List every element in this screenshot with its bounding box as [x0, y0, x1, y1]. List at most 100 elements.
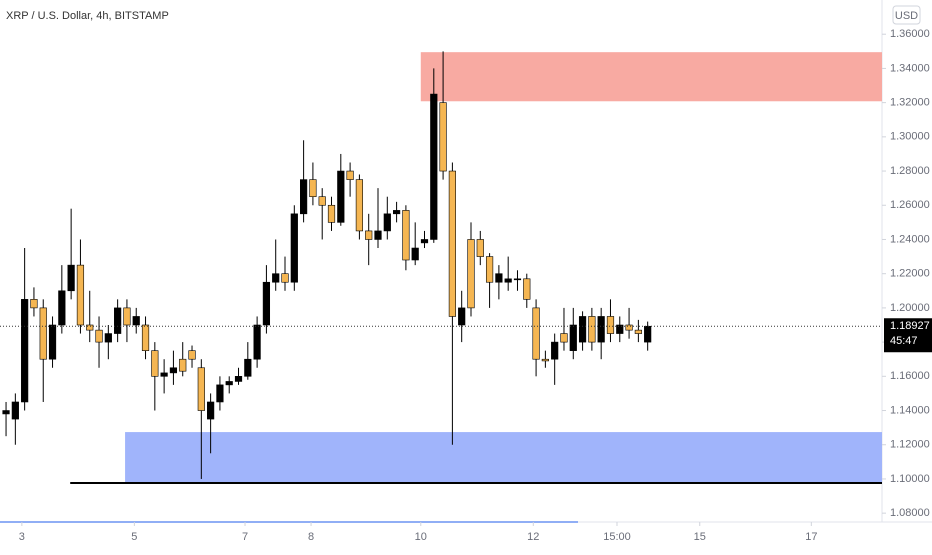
chart-title: XRP / U.S. Dollar, 4h, BITSTAMP — [6, 10, 169, 22]
candle-body — [234, 376, 243, 382]
candle-body — [439, 102, 447, 172]
candle-body — [532, 307, 540, 360]
x-tick-label: 3 — [19, 531, 25, 543]
candle-body — [67, 264, 75, 292]
countdown-label: 45:47 — [890, 335, 918, 347]
candle-body — [634, 329, 642, 334]
candle-body — [2, 410, 10, 415]
candle-body — [541, 358, 549, 362]
candle-body — [95, 329, 103, 343]
candle-body — [114, 307, 122, 334]
x-tick-label: 8 — [308, 531, 314, 543]
y-tick-label: 1.16000 — [890, 370, 930, 382]
x-tick-label: 12 — [527, 531, 539, 543]
y-tick-label: 1.08000 — [890, 507, 930, 519]
candle-body — [476, 239, 484, 257]
candle-body — [337, 170, 345, 223]
zone — [420, 52, 882, 102]
candle-body — [281, 273, 289, 283]
candle-body — [578, 316, 587, 343]
y-tick-label: 1.12000 — [890, 439, 930, 451]
candle-body — [365, 230, 373, 240]
candle-body — [485, 256, 494, 283]
candle-body — [355, 179, 364, 232]
candle-body — [30, 299, 38, 309]
candle-body — [160, 372, 168, 377]
candle-body — [588, 316, 596, 343]
y-tick-label: 1.28000 — [890, 165, 930, 177]
currency-label[interactable]: USD — [895, 10, 918, 22]
candle-body — [430, 93, 438, 240]
candle-body — [141, 324, 150, 351]
candle-body — [569, 324, 577, 351]
y-tick-label: 1.14000 — [890, 404, 930, 416]
candle-body — [392, 210, 401, 215]
candle-body — [76, 264, 85, 326]
candle-body — [225, 381, 233, 386]
candle-body — [411, 247, 419, 261]
y-tick-label: 1.24000 — [890, 233, 930, 245]
candle-body — [402, 210, 410, 261]
last-price-label: 1.18927 — [890, 320, 930, 332]
y-tick-label: 1.32000 — [890, 97, 930, 109]
candle-body — [244, 358, 252, 377]
candle-body — [11, 401, 19, 420]
last-price-box — [884, 318, 932, 353]
candle-body — [123, 307, 131, 326]
candle-body — [625, 324, 633, 331]
candle-body — [318, 196, 326, 206]
candle-body — [597, 316, 605, 343]
y-tick-label: 1.34000 — [890, 62, 930, 74]
y-tick-label: 1.26000 — [890, 199, 930, 211]
candle-body — [132, 316, 140, 326]
candle-body — [495, 273, 503, 283]
x-tick-label: 15:00 — [603, 531, 631, 543]
candle-body — [346, 170, 354, 180]
candle-body — [290, 213, 298, 283]
candle-body — [523, 278, 531, 300]
candle-body — [262, 281, 271, 326]
y-tick-label: 1.30000 — [890, 131, 930, 143]
candle-body — [300, 179, 308, 215]
y-tick-label: 1.20000 — [890, 302, 930, 314]
candle-body — [272, 273, 280, 283]
candle-body — [21, 299, 29, 403]
zone — [125, 432, 882, 483]
candle-body — [169, 367, 178, 374]
candle-body — [458, 307, 466, 326]
candle-body — [216, 384, 224, 403]
candle-body — [467, 239, 475, 309]
candle-body — [551, 341, 559, 360]
candle-body — [253, 324, 261, 360]
x-tick-label: 10 — [415, 531, 427, 543]
candle-body — [616, 324, 624, 334]
candle-body — [448, 170, 456, 317]
candle-body — [374, 230, 382, 240]
candle-body — [179, 358, 187, 372]
candle-body — [644, 325, 652, 343]
x-tick-label: 5 — [131, 531, 137, 543]
y-tick-label: 1.22000 — [890, 268, 930, 280]
candle-body — [606, 316, 615, 334]
currency-button[interactable] — [892, 5, 921, 25]
candle-body — [504, 278, 512, 283]
candle-body — [48, 324, 57, 360]
candle-body — [513, 278, 522, 281]
candle-body — [207, 401, 215, 420]
candle-body — [58, 290, 66, 326]
candle-body — [383, 213, 391, 232]
candle-body — [104, 333, 112, 343]
candle-body — [197, 367, 205, 411]
candle-body — [86, 324, 94, 331]
candle-body — [327, 204, 336, 223]
x-tick-label: 15 — [694, 531, 706, 543]
candle-body — [420, 239, 429, 244]
candle-body — [188, 350, 196, 360]
y-tick-label: 1.36000 — [890, 28, 930, 40]
candle-body — [39, 307, 47, 360]
candle-body — [309, 179, 317, 198]
y-tick-label: 1.10000 — [890, 473, 930, 485]
x-tick-label: 7 — [242, 531, 248, 543]
